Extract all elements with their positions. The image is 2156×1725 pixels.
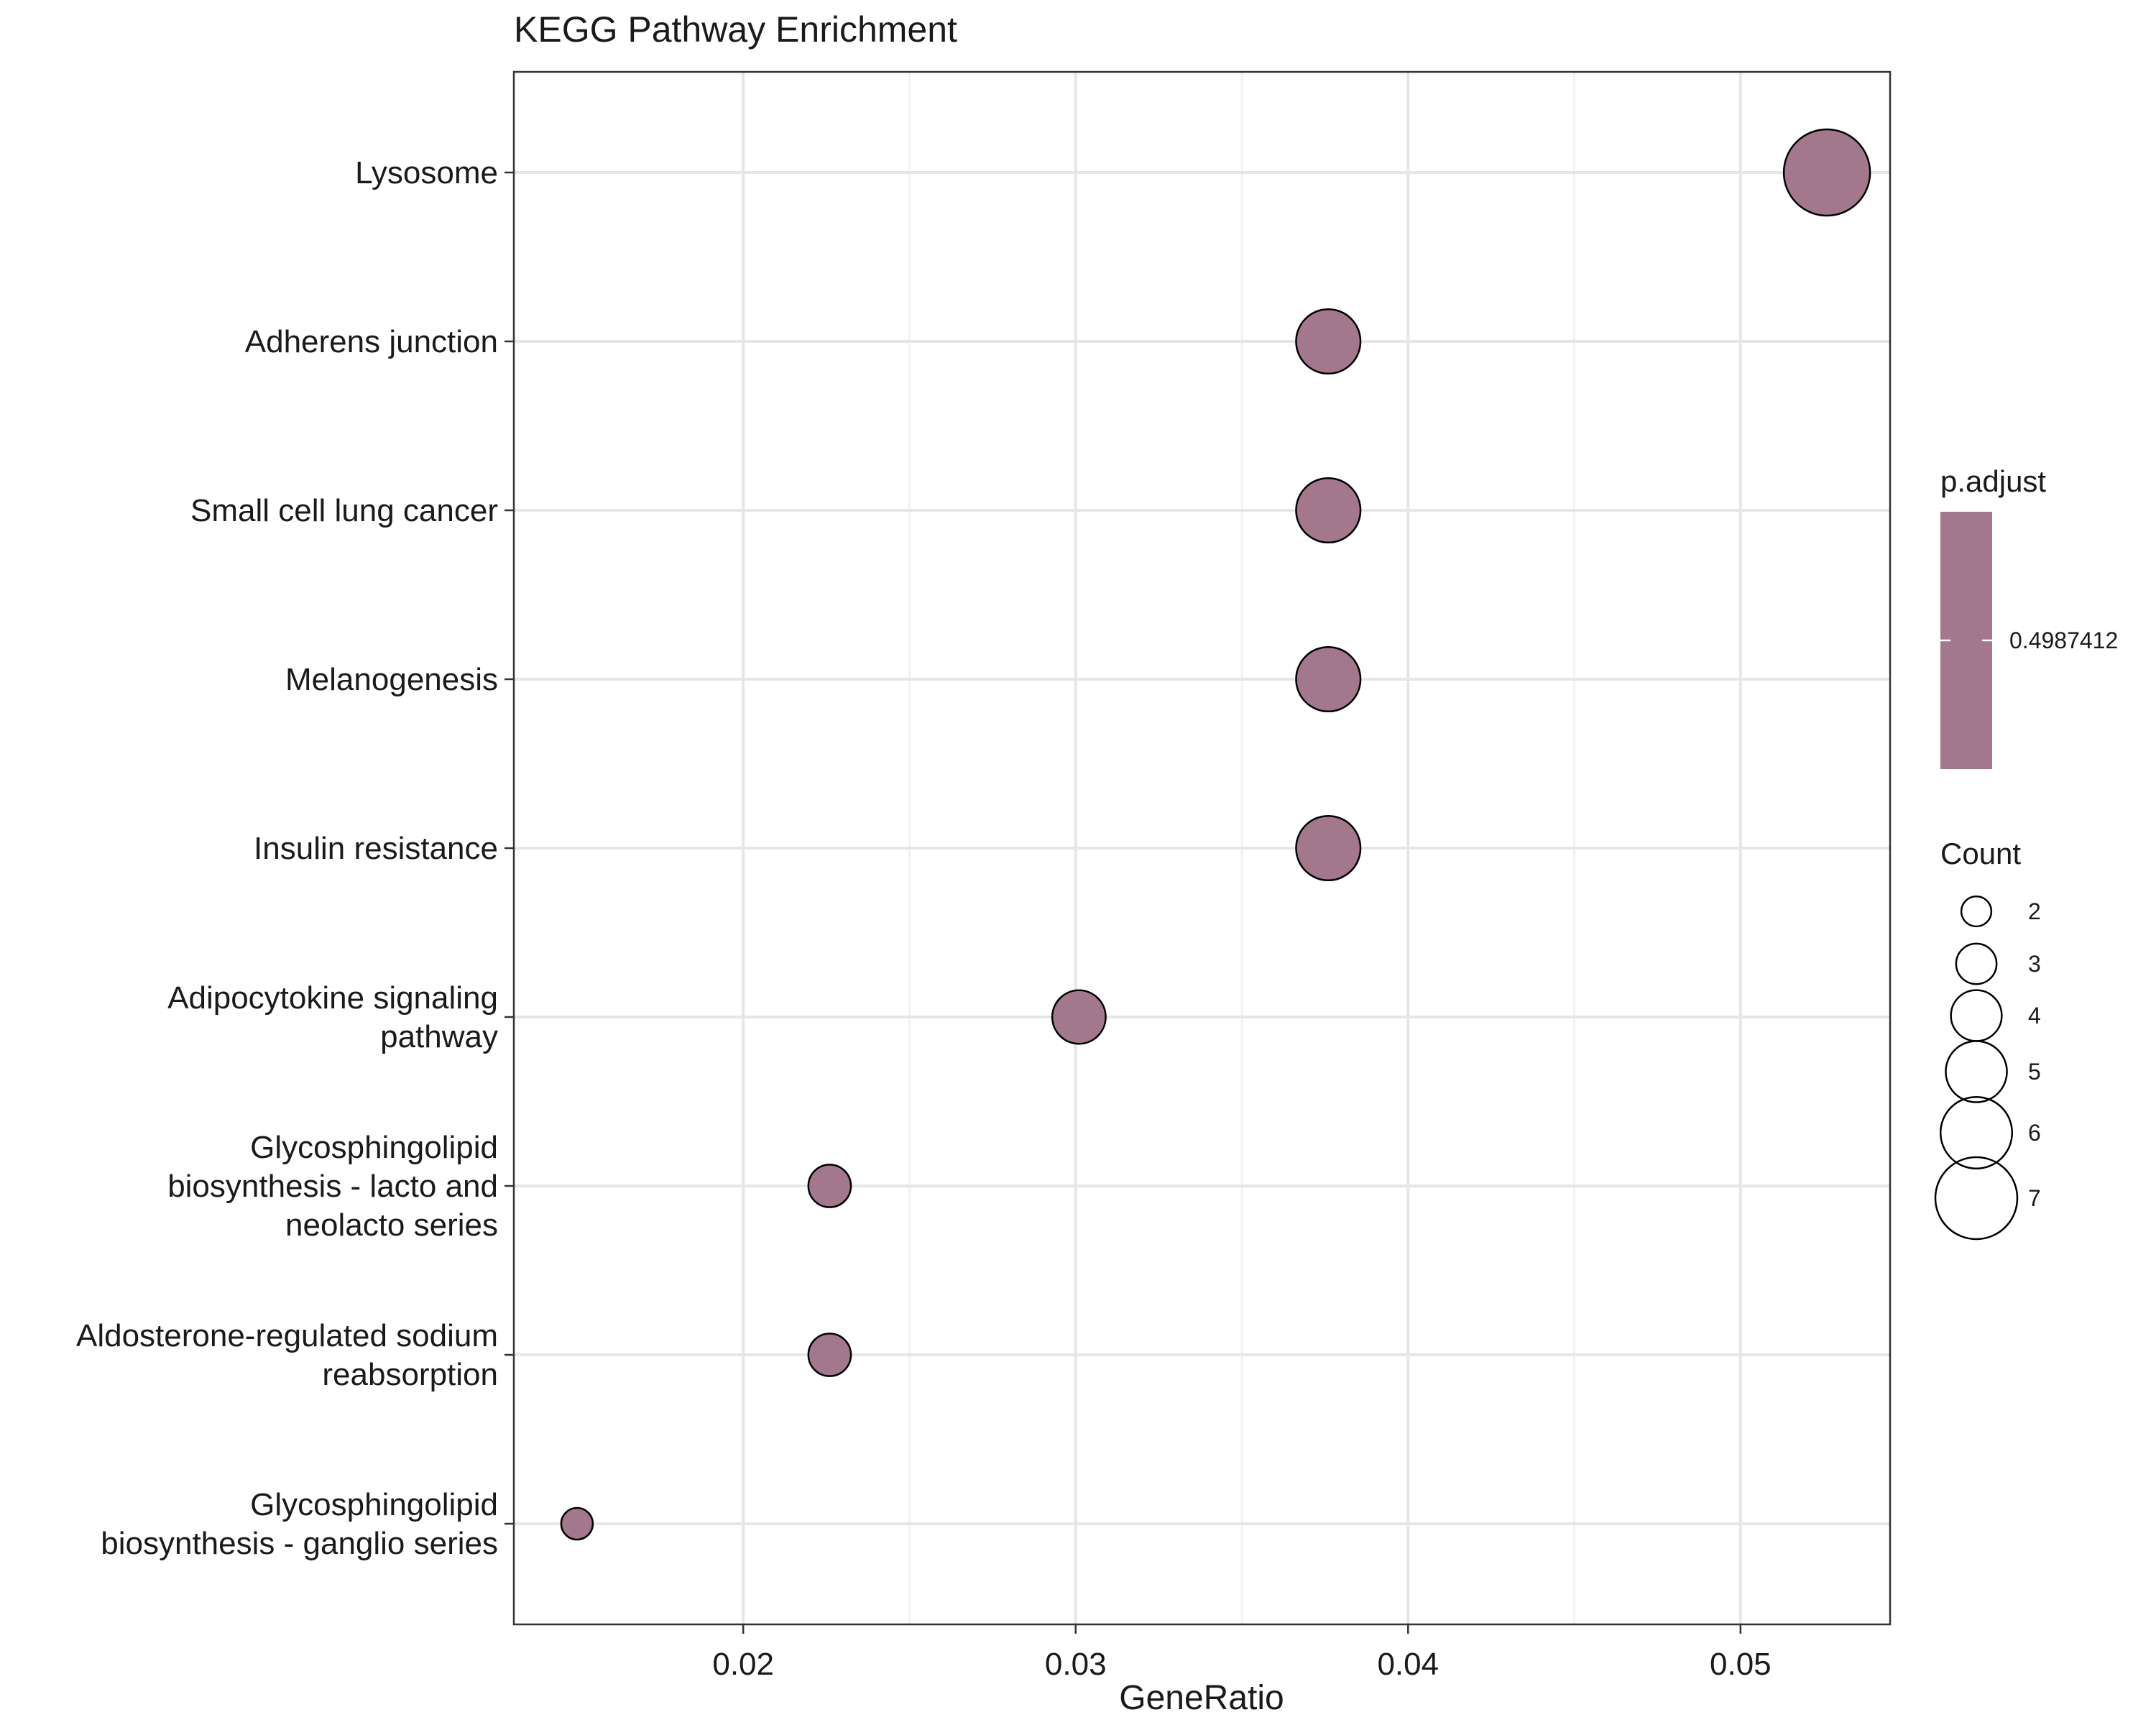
data-point <box>807 1333 852 1377</box>
y-axis-ticks <box>505 171 514 1525</box>
grid-layer <box>514 72 1890 1624</box>
size-legend-label: 2 <box>2028 898 2041 924</box>
x-tick-label: 0.05 <box>1710 1647 1772 1682</box>
color-legend-title: p.adjust <box>1940 464 2046 498</box>
y-category-label-line: Glycosphingolipid <box>250 1130 498 1165</box>
color-legend-label: 0.4987412 <box>2009 627 2118 653</box>
x-tick-label: 0.04 <box>1377 1647 1439 1682</box>
data-point <box>560 1506 594 1541</box>
y-category-label-line: Lysosome <box>355 155 498 190</box>
x-axis-tick-labels: 0.02 0.03 0.04 0.05 <box>712 1647 1771 1682</box>
y-category-label-line: neolacto series <box>285 1208 498 1243</box>
size-legend-label: 6 <box>2028 1120 2041 1146</box>
y-category-label-line: Aldosterone-regulated sodium <box>76 1318 498 1353</box>
y-category-label-line: Adherens junction <box>245 324 498 359</box>
data-point <box>1295 477 1362 544</box>
y-category-label-line: pathway <box>380 1019 498 1054</box>
y-category-label-line: reabsorption <box>322 1357 498 1392</box>
data-points <box>560 128 1871 1541</box>
y-category-label-line: Adipocytokine signaling <box>167 980 498 1016</box>
data-point <box>807 1164 852 1208</box>
y-category-label: Glycosphingolipid biosynthesis - ganglio … <box>101 1487 498 1561</box>
y-category-label-line: biosynthesis - lacto and <box>167 1169 498 1204</box>
y-category-label-line: Small cell lung cancer <box>190 493 498 528</box>
size-legend-key <box>1955 942 1998 985</box>
y-category-label-line: Insulin resistance <box>254 831 498 866</box>
y-category-label-line: Melanogenesis <box>285 662 498 697</box>
size-legend-key <box>1939 1095 2014 1170</box>
chart-title: KEGG Pathway Enrichment <box>514 9 957 50</box>
y-category-label-line: biosynthesis - ganglio series <box>101 1526 498 1561</box>
y-category-label: Adherens junction <box>245 324 498 359</box>
data-point <box>1295 814 1362 882</box>
size-legend-key <box>1950 989 2003 1042</box>
size-legend-key <box>1960 895 1993 928</box>
color-legend: p.adjust 0.4987412 <box>1940 464 2118 769</box>
y-category-label: Lysosome <box>355 155 498 190</box>
size-legend-key <box>1945 1040 2008 1103</box>
y-category-label: Glycosphingolipid biosynthesis - lacto an… <box>167 1130 498 1243</box>
size-legend-label: 5 <box>2028 1059 2041 1085</box>
data-point <box>1782 128 1871 217</box>
data-point <box>1295 308 1362 375</box>
y-category-label: Adipocytokine signaling pathway <box>167 980 498 1054</box>
y-category-label-line: Glycosphingolipid <box>250 1487 498 1522</box>
y-category-label: Small cell lung cancer <box>190 493 498 528</box>
x-tick-label: 0.02 <box>712 1647 774 1682</box>
size-legend-label: 3 <box>2028 951 2041 977</box>
data-point <box>1051 989 1107 1045</box>
size-legend-title: Count <box>1940 837 2021 870</box>
y-category-label: Aldosterone-regulated sodium reabsorption <box>76 1318 498 1392</box>
x-axis-title: GeneRatio <box>1119 1679 1284 1717</box>
data-point <box>1295 645 1362 713</box>
y-axis-category-labels: Lysosome Adherens junction Small cell lung… <box>76 155 498 1561</box>
panel-border <box>512 70 1892 1626</box>
size-legend-key <box>1934 1156 2019 1241</box>
y-category-label: Melanogenesis <box>285 662 498 697</box>
y-category-label: Insulin resistance <box>254 831 498 866</box>
size-legend-label: 4 <box>2028 1003 2041 1029</box>
size-legend-label: 7 <box>2028 1185 2041 1211</box>
size-legend: Count 2 3 4 5 6 7 <box>1934 837 2041 1241</box>
x-tick-label: 0.03 <box>1045 1647 1107 1682</box>
x-axis-ticks <box>742 1624 1742 1634</box>
